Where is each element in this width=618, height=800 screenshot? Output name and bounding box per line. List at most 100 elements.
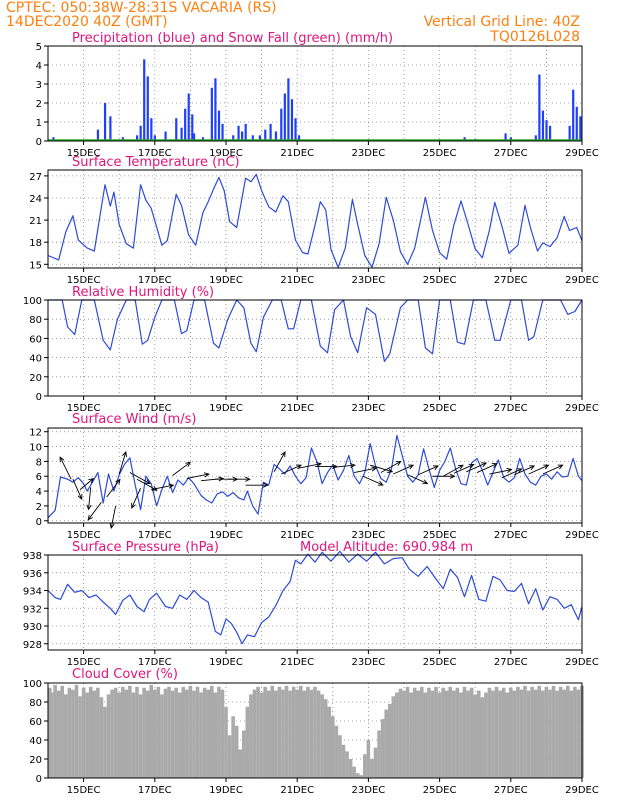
wind-vector-arrowhead — [457, 464, 464, 470]
humidity-xtick-label: 15DEC — [67, 403, 101, 414]
cloud-cover-bar — [409, 692, 413, 778]
temperature-xtick-label: 29DEC — [565, 275, 599, 286]
wind-vector — [106, 479, 121, 498]
precip-bar — [184, 108, 187, 141]
precip-bar — [146, 76, 149, 141]
cloud-cover-bar — [78, 696, 82, 778]
precip-bar — [221, 123, 224, 141]
wind-vector-arrowhead — [557, 464, 564, 470]
wind-vector — [131, 487, 141, 509]
cloud-cover-bar — [459, 692, 463, 778]
cloud-cover-bar — [263, 686, 267, 778]
cloud-cover-bar — [195, 686, 200, 778]
wind-vector — [59, 457, 72, 480]
humidity-ytick-label: 60 — [29, 334, 42, 345]
cloud-cover-bar — [341, 744, 346, 778]
wind-vector — [362, 475, 384, 486]
precip-bar — [258, 135, 262, 141]
humidity-series-line — [48, 299, 583, 362]
cloud-cover-bar — [320, 694, 324, 778]
cloud-xtick-label: 27DEC — [494, 785, 528, 796]
cloud-cover-bar — [241, 730, 246, 778]
cloud-cover-bar — [60, 685, 65, 778]
cloud-cover-bar — [138, 694, 143, 778]
temperature-xtick-label: 19DEC — [209, 275, 243, 286]
temperature-ytick-label: 18 — [29, 238, 42, 249]
cloud-cover-bar — [288, 690, 292, 778]
cloud-cover-bar — [192, 690, 196, 778]
cloud-cover-bar — [266, 690, 271, 778]
wind-ytick-label: 0 — [36, 517, 42, 528]
precip-ytick-label: 5 — [36, 42, 42, 53]
pressure-series-line — [47, 550, 583, 645]
precip-bar — [201, 137, 205, 141]
wind-vector — [407, 474, 428, 484]
humidity-frame — [47, 299, 583, 397]
wind-title: Surface Wind (m/s) — [72, 412, 196, 427]
model-altitude-label: Model Altitude: 690.984 m — [300, 540, 473, 555]
pressure-xtick-label: 15DEC — [67, 657, 101, 668]
wind-vector — [72, 479, 83, 500]
wind-xtick-label: 15DEC — [67, 530, 101, 541]
cloud-ytick-label: 100 — [23, 679, 42, 690]
cloud-cover-bar — [227, 735, 232, 778]
precip-bar — [241, 131, 244, 141]
cloud-xtick-label: 29DEC — [565, 785, 599, 796]
cloud-ytick-label: 80 — [29, 698, 42, 709]
humidity-ytick-label: 80 — [29, 315, 42, 326]
cloud-cover-bar — [234, 725, 239, 778]
pressure-xtick-label: 19DEC — [209, 657, 243, 668]
pressure-ytick-label: 932 — [23, 604, 42, 615]
temperature-ytick-label: 24 — [29, 194, 42, 205]
humidity-title: Relative Humidity (%) — [72, 285, 214, 300]
precip-xtick-label: 19DEC — [209, 148, 243, 159]
precip-bar — [143, 59, 146, 141]
humidity-ytick-label: 20 — [29, 373, 42, 384]
cloud-cover-bar — [106, 694, 111, 778]
wind-xtick-label: 21DEC — [280, 530, 314, 541]
cloud-xtick-label: 19DEC — [209, 785, 243, 796]
precip-bar — [280, 108, 283, 141]
pressure-ytick-label: 928 — [23, 640, 42, 651]
header-grid-line: Vertical Grid Line: 40Z — [423, 14, 580, 30]
cloud-cover-bar — [508, 687, 513, 778]
cloud-cover-bar — [330, 716, 335, 778]
wind-vector — [332, 464, 355, 468]
cloud-cover-bar — [295, 689, 300, 778]
cloud-cover-bar — [416, 690, 421, 778]
precip-bar — [187, 93, 190, 141]
precip-bar — [52, 137, 55, 141]
humidity-xtick-label: 27DEC — [494, 403, 528, 414]
cloud-cover-bar — [181, 686, 186, 778]
precip-bar — [232, 135, 235, 141]
cloud-xtick-label: 25DEC — [423, 785, 457, 796]
pressure-ytick-label: 930 — [23, 622, 42, 633]
cloud-cover-bar — [491, 690, 495, 778]
humidity-xtick-label: 17DEC — [138, 403, 172, 414]
wind-vector — [380, 461, 401, 473]
cloud-cover-bar — [562, 689, 567, 778]
cloud-cover-bar — [501, 687, 506, 778]
wind-vector-arrowhead — [377, 480, 384, 486]
cloud-cover-bar — [96, 687, 100, 778]
wind-xtick-label: 19DEC — [209, 530, 243, 541]
wind-vector — [393, 464, 414, 475]
pressure-ytick-label: 936 — [23, 569, 42, 580]
cloud-cover-bar — [67, 687, 72, 778]
cloud-cover-bar — [419, 686, 424, 778]
cloud-cover-bar — [473, 694, 478, 778]
humidity-xtick-label: 23DEC — [352, 403, 386, 414]
cloud-cover-bar — [405, 686, 410, 778]
wind-vector-arrowhead — [280, 451, 286, 458]
cloud-cover-bar — [56, 690, 61, 778]
temperature-xtick-label: 25DEC — [423, 275, 457, 286]
wind-vector-arrowhead — [245, 476, 251, 482]
cloud-cover-bar — [512, 690, 517, 778]
precip-bar — [579, 116, 582, 141]
wind-vector-arrowhead — [491, 463, 498, 468]
cloud-cover-bar — [469, 687, 474, 778]
precip-bar — [290, 99, 294, 141]
cloud-cover-bar — [231, 716, 235, 778]
cloud-cover-bar — [202, 687, 207, 778]
cloud-cover-bar — [437, 692, 442, 778]
